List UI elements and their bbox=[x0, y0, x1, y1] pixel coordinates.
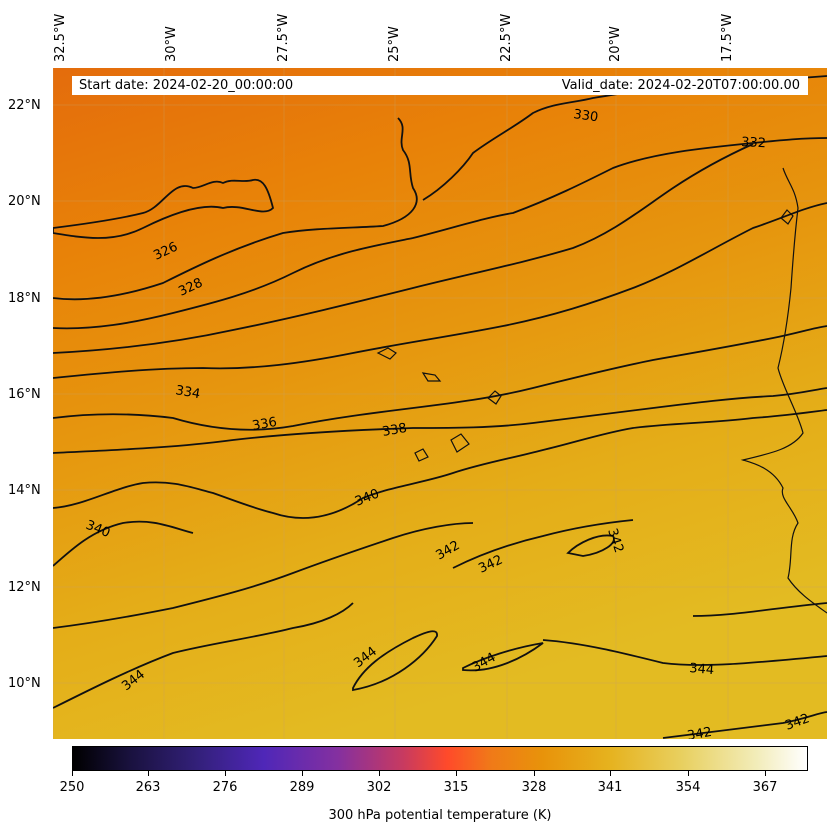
longitude-label: 22.5°W bbox=[499, 13, 514, 62]
cape-verde-island-4 bbox=[450, 433, 470, 453]
contour-342-e bbox=[692, 602, 828, 617]
cape-verde-island-2 bbox=[421, 372, 442, 382]
valid-date-label: Valid_date: 2024-02-20T07:00:00.00 bbox=[561, 78, 800, 93]
contour-344-b bbox=[352, 630, 438, 692]
contour-344 bbox=[52, 602, 354, 709]
contour-334 bbox=[52, 202, 828, 379]
contour-344-d bbox=[542, 639, 828, 666]
cape-verde-island-5 bbox=[414, 448, 429, 462]
coastlines bbox=[376, 167, 828, 614]
colorbar-tick-label: 302 bbox=[366, 780, 392, 795]
colorbar-tick bbox=[610, 771, 611, 776]
colorbar bbox=[72, 746, 808, 771]
colorbar-tick bbox=[379, 771, 380, 776]
contour-332 bbox=[52, 143, 754, 354]
contour-label: 344 bbox=[689, 661, 715, 678]
colorbar-tick bbox=[72, 771, 73, 776]
contour-labels: 326 328 330 332 334 336 338 340 340 342 … bbox=[84, 107, 812, 744]
colorbar-tick bbox=[534, 771, 535, 776]
longitude-label: 25°W bbox=[387, 26, 402, 62]
africa-coast bbox=[740, 167, 828, 614]
graticule bbox=[52, 68, 827, 739]
latitude-label: 12°N bbox=[8, 580, 41, 595]
contour-326-b bbox=[52, 117, 418, 301]
longitude-label: 17.5°W bbox=[720, 13, 735, 62]
colorbar-tick bbox=[765, 771, 766, 776]
latitude-label: 22°N bbox=[8, 98, 41, 113]
colorbar-tick bbox=[225, 771, 226, 776]
latitude-label: 18°N bbox=[8, 291, 41, 306]
longitude-label: 30°W bbox=[164, 26, 179, 62]
longitude-label: 20°W bbox=[608, 26, 623, 62]
map-panel: 326 328 330 332 334 336 338 340 340 342 … bbox=[52, 68, 828, 744]
colorbar-tick-label: 276 bbox=[212, 780, 238, 795]
contour-344-c bbox=[462, 642, 544, 672]
contour-328 bbox=[52, 137, 828, 330]
isentrope-contours bbox=[52, 75, 828, 739]
contour-338 bbox=[52, 387, 828, 454]
canary-islands bbox=[780, 209, 794, 225]
latitude-label: 16°N bbox=[8, 387, 41, 402]
contour-340-b bbox=[52, 520, 194, 567]
colorbar-tick bbox=[148, 771, 149, 776]
temperature-field bbox=[53, 68, 827, 739]
potential-temperature-map: 326 328 330 332 334 336 338 340 340 342 … bbox=[52, 68, 828, 744]
contour-342-d bbox=[662, 711, 828, 739]
colorbar-tick-label: 354 bbox=[675, 780, 701, 795]
contour-label: 332 bbox=[741, 135, 767, 151]
colorbar-tick bbox=[302, 771, 303, 776]
colorbar-tick-label: 315 bbox=[443, 780, 469, 795]
latitude-label: 14°N bbox=[8, 483, 41, 498]
contour-340 bbox=[52, 409, 828, 519]
contour-342 bbox=[52, 522, 474, 629]
contour-336 bbox=[52, 325, 828, 431]
date-info-bar: Start date: 2024-02-20_00:00:00 Valid_da… bbox=[72, 76, 808, 95]
contour-label: 342 bbox=[604, 527, 626, 555]
contour-label: 338 bbox=[381, 421, 408, 440]
contour-label: 330 bbox=[572, 107, 599, 125]
colorbar-tick-label: 263 bbox=[135, 780, 161, 795]
longitude-label: 27.5°W bbox=[276, 13, 291, 62]
latitude-label: 20°N bbox=[8, 194, 41, 209]
contour-326 bbox=[52, 178, 274, 239]
contour-342-c bbox=[566, 534, 615, 557]
start-date-label: Start date: 2024-02-20_00:00:00 bbox=[79, 78, 294, 93]
latitude-label: 10°N bbox=[8, 676, 41, 691]
colorbar-tick bbox=[456, 771, 457, 776]
colorbar-tick-label: 250 bbox=[59, 780, 85, 795]
cape-verde-island-3 bbox=[487, 390, 502, 405]
longitude-label: 32.5°W bbox=[53, 13, 68, 62]
colorbar-title: 300 hPa potential temperature (K) bbox=[328, 808, 552, 823]
contour-label: 334 bbox=[174, 383, 201, 402]
contour-342-b bbox=[452, 519, 634, 569]
contour-label: 336 bbox=[251, 415, 278, 434]
colorbar-tick-label: 367 bbox=[752, 780, 778, 795]
colorbar-tick bbox=[688, 771, 689, 776]
cape-verde-island-1 bbox=[376, 347, 397, 360]
colorbar-tick-label: 328 bbox=[521, 780, 547, 795]
colorbar-tick-label: 341 bbox=[597, 780, 623, 795]
colorbar-tick-label: 289 bbox=[289, 780, 315, 795]
